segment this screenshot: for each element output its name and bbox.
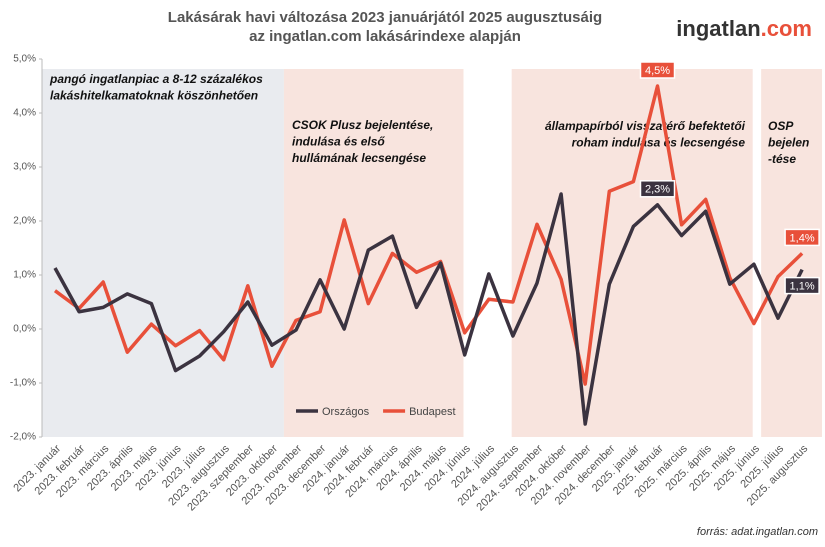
logo-name: ingatlan: [676, 16, 760, 41]
legend-label: Országos: [322, 406, 370, 418]
value-label: 1,1%: [784, 276, 820, 295]
y-tick-label: -2,0%: [10, 432, 36, 443]
value-label: 4,5%: [639, 61, 676, 79]
y-tick-label: 4,0%: [13, 108, 36, 119]
period-shade: [761, 69, 822, 437]
period-shade: [283, 69, 464, 437]
y-tick-label: 1,0%: [13, 270, 36, 281]
chart-title: Lakásárak havi változása 2023 januárjátó…: [168, 9, 602, 26]
value-label: 2,3%: [639, 180, 676, 198]
annotation: bejelen: [768, 136, 809, 150]
logo-suffix: .com: [761, 16, 812, 41]
annotation: -tése: [768, 152, 796, 166]
value-label-box: [784, 276, 820, 295]
series-line: [53, 192, 804, 426]
annotation: CSOK Plusz bejelentése,: [292, 118, 433, 132]
annotation: roham indulása és lecsengése: [572, 136, 746, 150]
annotation: állampapírból visszatérő befektetői: [545, 119, 746, 133]
chart-subtitle: az ingatlan.com lakásárindexe alapján: [249, 28, 521, 45]
annotation: indulása és első: [292, 135, 385, 149]
value-label-box: [784, 228, 820, 247]
annotation: OSP: [768, 119, 794, 133]
y-tick-label: 0,0%: [13, 324, 36, 335]
annotation: hullámának lecsengése: [292, 151, 426, 165]
annotation: pangó ingatlanpiac a 8-12 százalékos: [49, 72, 263, 86]
annotation: lakáshitelkamatoknak köszönhetően: [50, 89, 258, 103]
period-shade: [42, 69, 284, 437]
y-tick-label: 5,0%: [13, 54, 36, 65]
y-tick-label: 3,0%: [13, 162, 36, 173]
series-line: [53, 84, 804, 386]
value-label-text: 2,3%: [645, 184, 670, 196]
y-tick-label: 2,0%: [13, 216, 36, 227]
value-label-box: [639, 180, 676, 198]
value-label: 1,4%: [784, 228, 820, 247]
logo: ingatlan.com: [676, 16, 812, 41]
period-shade: [511, 69, 753, 437]
value-label-box: [639, 61, 676, 79]
source: forrás: adat.ingatlan.com: [697, 526, 818, 538]
value-label-text: 1,4%: [790, 232, 815, 244]
legend-label: Budapest: [409, 406, 455, 418]
value-label-text: 1,1%: [790, 281, 815, 293]
y-tick-label: -1,0%: [10, 378, 36, 389]
value-label-text: 4,5%: [645, 65, 670, 77]
